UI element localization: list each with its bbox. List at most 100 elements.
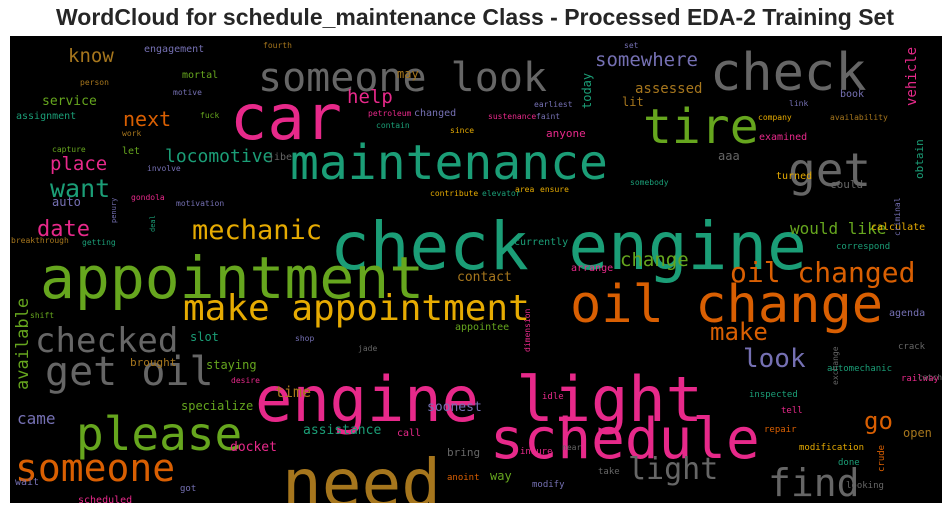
word-obtain: obtain — [913, 139, 926, 179]
word-anoint: anoint — [447, 473, 480, 483]
word-oil-changed: oil changed — [730, 256, 915, 289]
word-modification: modification — [799, 443, 864, 453]
word-crack: crack — [898, 342, 926, 352]
word-changed: changed — [414, 108, 456, 119]
word-may: may — [397, 67, 419, 81]
word-somewhere: somewhere — [595, 49, 698, 71]
word-capture: capture — [52, 145, 86, 154]
word-came: came — [17, 409, 56, 428]
word-elevator: elevator — [482, 189, 521, 198]
word-soonest: soonest — [427, 400, 482, 415]
word-shop: shop — [295, 334, 314, 343]
word-petroleum: petroleum — [368, 109, 412, 118]
word-sustenance: sustenance — [488, 112, 536, 121]
word-tire: tire — [643, 99, 759, 155]
word-could: could — [830, 178, 863, 191]
word-mortal: mortal — [182, 70, 218, 81]
word-maintenance: maintenance — [290, 135, 608, 191]
word-vehicle: vehicle — [904, 47, 920, 106]
word-assessed: assessed — [635, 81, 702, 97]
word-examined: examined — [759, 132, 807, 143]
word-agenda: agenda — [889, 308, 925, 319]
word-next: next — [123, 107, 171, 131]
word-appointee: appointee — [455, 322, 509, 333]
word-anyone: anyone — [546, 127, 586, 140]
word-gondola: gondola — [131, 193, 165, 202]
word-take: take — [598, 467, 620, 477]
word-crude: crude — [877, 445, 887, 472]
word-link: link — [789, 99, 808, 108]
word-help: help — [347, 86, 393, 108]
word-auto: auto — [52, 195, 81, 209]
word-contribute: contribute — [430, 189, 478, 198]
word-insure: insure — [520, 447, 553, 457]
word-getting: getting — [82, 238, 116, 247]
word-scheduled: scheduled — [78, 495, 132, 503]
word-call: call — [397, 428, 421, 439]
word-assignment: assignment — [16, 111, 76, 122]
word-look: look — [743, 344, 806, 374]
word-exchange: exchange — [831, 346, 840, 385]
word-know: know — [68, 45, 114, 67]
word-looking: looking — [846, 481, 884, 491]
word-company: company — [758, 113, 792, 122]
word-involve: involve — [147, 164, 181, 173]
word-correspond: correspond — [836, 242, 890, 252]
word-arrange: arrange — [571, 263, 613, 274]
word-jade: jade — [358, 344, 377, 353]
word-assistance: assistance — [303, 423, 381, 438]
word-today: today — [580, 73, 594, 109]
word-since: since — [450, 126, 474, 135]
word-somebody: somebody — [630, 178, 669, 187]
word-change: change — [620, 249, 689, 271]
word-tell: tell — [781, 406, 803, 416]
word-fourth: fourth — [263, 41, 292, 50]
word-fuck: fuck — [200, 111, 219, 120]
word-time: time — [275, 383, 311, 401]
word-mechanic: mechanic — [192, 215, 322, 246]
word-set: set — [624, 41, 639, 50]
word-specialize: specialize — [181, 399, 253, 413]
word-service: service — [42, 94, 97, 109]
word-place: place — [50, 153, 107, 175]
word-docket: docket — [230, 440, 277, 455]
word-motivation: motivation — [176, 199, 224, 208]
word-open: open — [903, 426, 932, 440]
word-person: person — [80, 78, 109, 87]
wordcloud-canvas: check engine engine light need appointment c… — [10, 36, 942, 503]
word-modify: modify — [532, 480, 565, 490]
word-done: done — [838, 458, 860, 468]
word-ensure: ensure — [540, 185, 569, 194]
word-make: make — [710, 318, 768, 346]
word-earliest: earliest — [534, 100, 573, 109]
word-let: let — [122, 146, 140, 157]
word-bring: bring — [447, 446, 480, 459]
word-need: need — [282, 445, 441, 503]
word-deal: deal — [149, 215, 157, 232]
word-brought: brought — [130, 356, 176, 369]
word-shift: shift — [30, 311, 54, 320]
word-near: near — [562, 443, 581, 452]
word-desire: desire — [231, 376, 260, 385]
word-contain: contain — [376, 121, 410, 130]
word-engagement: engagement — [144, 44, 204, 55]
word-lit: lit — [622, 95, 644, 109]
word-work: work — [122, 129, 141, 138]
word-turned: turned — [776, 171, 812, 182]
word-locomotive: locomotive — [165, 146, 273, 167]
word-motive: motive — [173, 88, 202, 97]
word-light: light — [628, 452, 718, 487]
word-penury: penury — [110, 198, 118, 223]
word-way: way — [490, 469, 512, 483]
word-currently: currently — [514, 237, 568, 248]
word-schedule: schedule — [490, 407, 760, 472]
word-slot: slot — [190, 330, 219, 344]
wordcloud-svg: check engine engine light need appointment c… — [10, 36, 942, 503]
word-idle: idle — [542, 392, 564, 402]
word-book: book — [840, 89, 864, 100]
word-inspected: inspected — [749, 390, 798, 400]
word-dimension: dimension — [523, 308, 532, 352]
chart-title: WordCloud for schedule_maintenance Class… — [0, 4, 950, 31]
word-criminal: criminal — [893, 197, 902, 236]
word-staying: staying — [206, 358, 257, 372]
